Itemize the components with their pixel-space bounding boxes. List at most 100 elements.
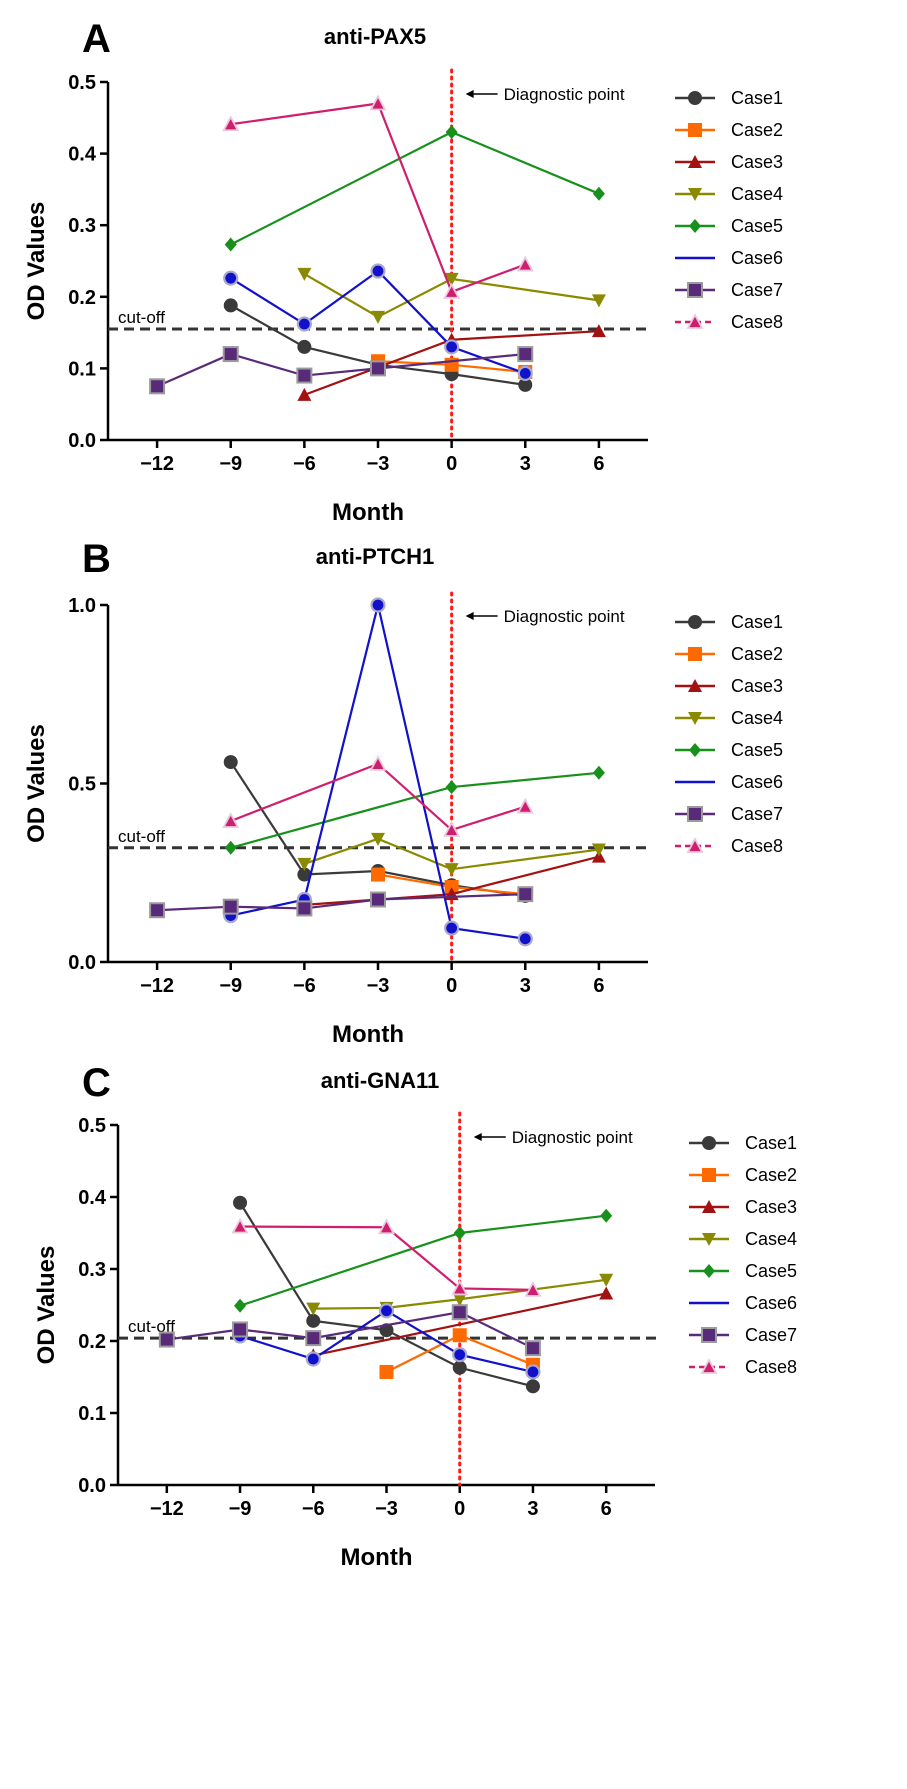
series-case5 bbox=[224, 765, 605, 855]
data-point-case6 bbox=[378, 1303, 395, 1319]
series-case6 bbox=[232, 1303, 541, 1380]
x-tick-label: −6 bbox=[293, 975, 316, 997]
x-tick-label: 3 bbox=[520, 975, 531, 997]
legend-swatch-marker bbox=[700, 1358, 718, 1374]
data-point-case7 bbox=[296, 900, 313, 917]
legend-swatch-marker bbox=[688, 615, 702, 629]
data-point-case4 bbox=[444, 272, 459, 286]
data-point-case7 bbox=[517, 346, 534, 363]
data-point-case8 bbox=[524, 1280, 542, 1297]
legend-label: Case4 bbox=[731, 708, 783, 728]
legend-item-case5: Case5 bbox=[689, 1261, 797, 1281]
data-point-case4 bbox=[591, 294, 606, 308]
legend-item-case3: Case3 bbox=[675, 676, 783, 696]
legend-item-case6: Case6 bbox=[675, 772, 783, 792]
data-point-case4 bbox=[599, 1273, 614, 1287]
data-point-case2 bbox=[379, 1364, 394, 1379]
y-tick-label: 0.0 bbox=[68, 952, 96, 974]
legend-swatch-marker bbox=[687, 282, 703, 298]
data-point-case1 bbox=[379, 1323, 394, 1338]
y-tick-label: 0.0 bbox=[78, 1475, 106, 1497]
data-point-case8 bbox=[451, 1279, 469, 1296]
legend-item-case5: Case5 bbox=[675, 740, 783, 760]
diagnostic-arrowhead bbox=[473, 1133, 482, 1141]
series-line-case5 bbox=[230, 771, 600, 849]
data-point-case7 bbox=[370, 891, 386, 908]
legend-swatch-marker bbox=[703, 1264, 715, 1278]
legend-label: Case6 bbox=[731, 248, 783, 268]
data-point-case5 bbox=[592, 186, 605, 201]
x-tick-label: 3 bbox=[520, 453, 531, 475]
series-case8 bbox=[222, 94, 534, 299]
legend-item-case2: Case2 bbox=[675, 644, 783, 664]
legend-item-case7: Case7 bbox=[675, 804, 783, 824]
data-point-case6 bbox=[452, 1347, 468, 1363]
diagnostic-label: Diagnostic point bbox=[504, 85, 625, 104]
x-axis-label: Month bbox=[332, 1021, 404, 1048]
series-line-case5 bbox=[230, 130, 600, 246]
series-case5 bbox=[224, 125, 605, 252]
legend-label: Case6 bbox=[731, 772, 783, 792]
series-case1 bbox=[233, 1195, 540, 1394]
legend-item-case7: Case7 bbox=[689, 1325, 797, 1345]
legend-swatch-marker bbox=[689, 219, 701, 233]
data-point-case7 bbox=[296, 367, 313, 384]
y-tick-label: 1.0 bbox=[68, 595, 96, 617]
data-point-case6 bbox=[305, 1351, 321, 1367]
data-point-case5 bbox=[224, 840, 237, 855]
data-point-case7 bbox=[158, 1331, 175, 1348]
data-point-case7 bbox=[149, 378, 166, 395]
data-point-case7 bbox=[222, 898, 239, 915]
series-case7 bbox=[158, 1304, 541, 1357]
data-point-case7 bbox=[524, 1340, 541, 1357]
x-tick-label: 6 bbox=[601, 1498, 612, 1520]
data-point-case1 bbox=[223, 755, 238, 770]
panel-letter: A bbox=[82, 17, 111, 61]
legend-label: Case2 bbox=[731, 644, 783, 664]
data-point-case8 bbox=[369, 754, 387, 771]
x-tick-label: −6 bbox=[302, 1498, 325, 1520]
x-tick-label: 0 bbox=[446, 453, 457, 475]
legend-label: Case3 bbox=[731, 676, 783, 696]
legend-item-case8: Case8 bbox=[689, 1357, 797, 1377]
series-line-case4 bbox=[304, 837, 600, 871]
x-tick-label: 0 bbox=[446, 975, 457, 997]
diagnostic-arrowhead bbox=[465, 90, 474, 98]
legend-swatch-marker bbox=[702, 1233, 716, 1246]
data-point-case7 bbox=[517, 886, 534, 903]
legend-item-case6: Case6 bbox=[675, 248, 783, 268]
chart-title: anti-PAX5 bbox=[324, 24, 426, 49]
legend-swatch-marker bbox=[688, 155, 702, 168]
y-tick-label: 0.4 bbox=[68, 144, 97, 166]
data-point-case5 bbox=[445, 780, 458, 795]
y-tick-label: 0.5 bbox=[68, 72, 96, 94]
data-point-case6 bbox=[525, 1364, 541, 1380]
legend-swatch-marker bbox=[688, 647, 702, 661]
legend-swatch-marker bbox=[686, 313, 704, 329]
series-case5 bbox=[234, 1208, 613, 1313]
chart-title: anti-GNA11 bbox=[321, 1068, 440, 1093]
y-tick-label: 0.0 bbox=[68, 430, 96, 452]
data-point-case8 bbox=[222, 812, 240, 828]
legend-label: Case5 bbox=[731, 740, 783, 760]
chart-title: anti-PTCH1 bbox=[316, 544, 435, 569]
legend-swatch-marker bbox=[689, 743, 701, 757]
data-point-case4 bbox=[297, 267, 312, 281]
y-tick-label: 0.4 bbox=[78, 1187, 107, 1209]
legend-swatch-marker bbox=[701, 1327, 717, 1343]
y-tick-label: 0.5 bbox=[78, 1115, 106, 1137]
legend-swatch-marker bbox=[688, 123, 702, 137]
series-line-case8 bbox=[230, 102, 526, 294]
diagnostic-label: Diagnostic point bbox=[512, 1128, 633, 1147]
x-tick-label: −9 bbox=[229, 1498, 252, 1520]
legend-label: Case5 bbox=[745, 1261, 797, 1281]
legend-label: Case4 bbox=[745, 1229, 797, 1249]
data-point-case4 bbox=[306, 1302, 321, 1316]
data-point-case1 bbox=[306, 1313, 321, 1328]
data-point-case3 bbox=[599, 1286, 614, 1300]
legend-label: Case6 bbox=[745, 1293, 797, 1313]
data-point-case8 bbox=[377, 1218, 396, 1235]
